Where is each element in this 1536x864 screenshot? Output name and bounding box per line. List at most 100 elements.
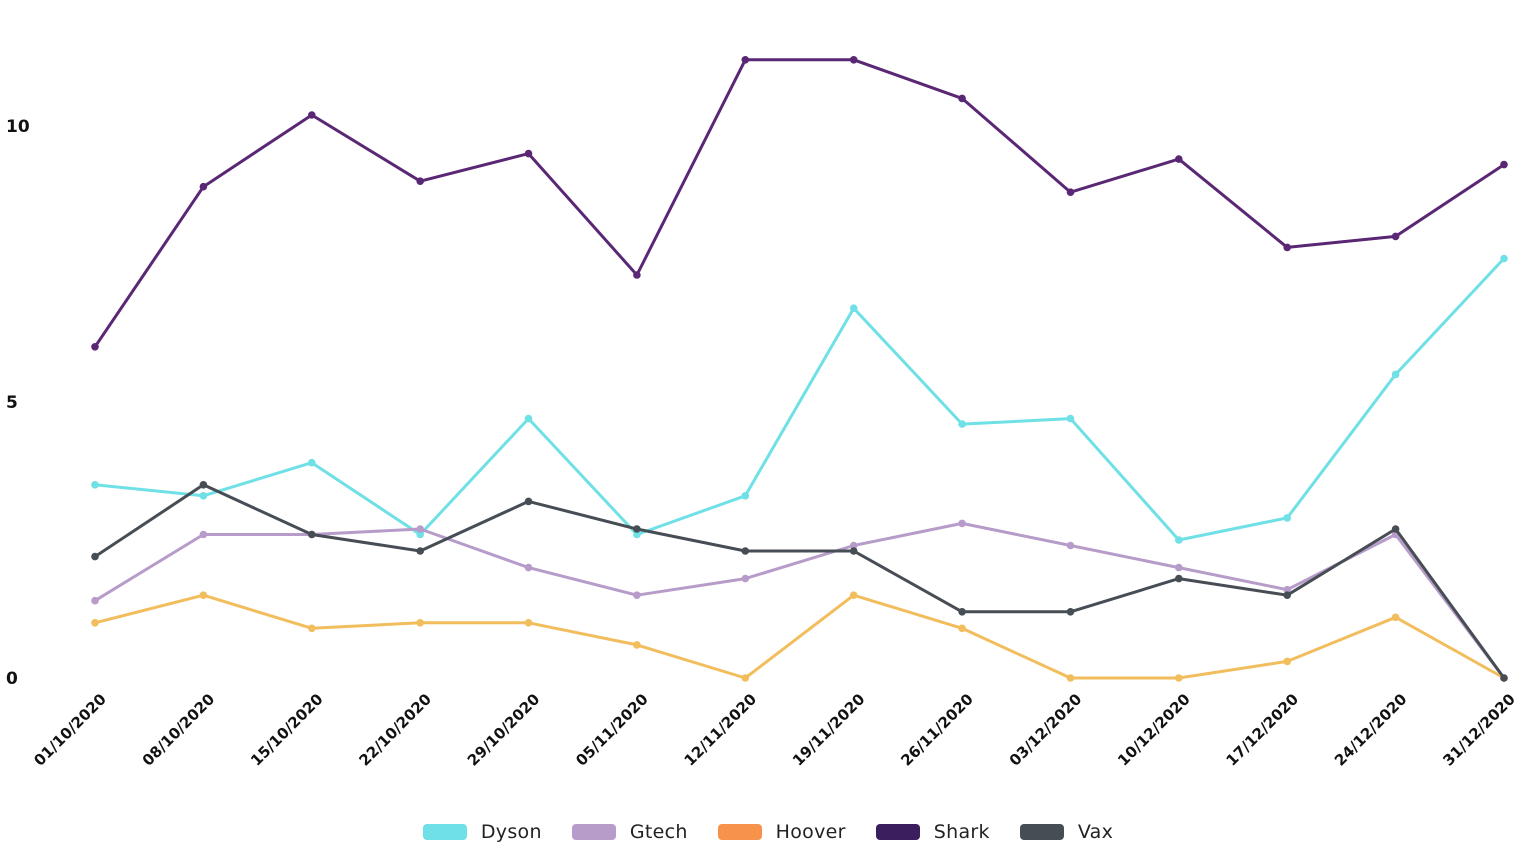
data-point-vax-11[interactable] [1283,591,1291,599]
data-point-gtech-4[interactable] [524,563,533,572]
data-point-dyson-10[interactable] [1175,536,1183,544]
data-point-gtech-3[interactable] [416,525,425,533]
data-point-dyson-11[interactable] [1283,514,1291,522]
data-point-vax-13[interactable] [1500,674,1508,682]
legend-swatch-vax [1019,824,1064,840]
data-point-vax-0[interactable] [91,552,99,561]
x-tick-label-3: 22/10/2020 [355,690,435,770]
data-point-vax-7[interactable] [849,547,858,555]
data-point-dyson-5[interactable] [633,530,641,539]
data-point-hoover-3[interactable] [416,619,425,627]
data-point-hoover-5[interactable] [633,641,641,649]
data-point-hoover-1[interactable] [199,591,208,599]
x-tick-label-8: 26/11/2020 [897,690,977,770]
data-point-dyson-13[interactable] [1500,254,1508,263]
x-tick-label-0: 01/10/2020 [30,690,110,770]
data-point-shark-4[interactable] [524,149,533,158]
data-point-hoover-2[interactable] [308,624,316,633]
series-shark [91,56,1508,351]
data-point-vax-12[interactable] [1391,525,1400,533]
series-gtech [91,519,1508,682]
series-line-hoover[interactable] [93,593,1506,680]
data-point-hoover-12[interactable] [1391,613,1400,622]
y-tick-label-5: 5 [6,393,18,413]
data-point-gtech-0[interactable] [91,596,99,605]
legend-swatch-dyson [422,824,467,840]
legend-item-gtech[interactable]: Gtech [571,821,688,843]
x-tick-label-7: 19/11/2020 [789,690,869,770]
legend-swatch-shark [875,824,920,840]
data-point-gtech-10[interactable] [1175,563,1183,572]
x-tick-label-1: 08/10/2020 [139,690,219,770]
data-point-hoover-10[interactable] [1175,674,1183,682]
data-point-shark-6[interactable] [741,56,750,64]
legend-item-shark[interactable]: Shark [875,821,990,843]
x-axis-ticks: 01/10/2020 08/10/2020 15/10/2020 22/10/2020… [30,690,1519,770]
data-point-dyson-6[interactable] [741,492,750,500]
data-point-dyson-12[interactable] [1391,370,1400,379]
x-tick-label-11: 17/12/2020 [1223,690,1303,770]
data-point-shark-10[interactable] [1175,155,1183,163]
data-point-dyson-9[interactable] [1066,414,1075,423]
data-point-shark-3[interactable] [416,177,425,185]
data-point-shark-11[interactable] [1283,243,1291,252]
data-point-vax-8[interactable] [958,608,966,616]
data-point-shark-8[interactable] [958,94,966,103]
data-point-vax-5[interactable] [633,525,641,533]
data-point-gtech-1[interactable] [199,530,208,539]
data-point-hoover-11[interactable] [1283,657,1291,666]
data-point-hoover-8[interactable] [958,624,966,633]
data-point-gtech-8[interactable] [958,519,966,528]
data-point-dyson-3[interactable] [416,530,425,539]
data-point-dyson-8[interactable] [958,420,966,428]
data-point-gtech-5[interactable] [633,591,641,599]
data-point-shark-9[interactable] [1066,188,1075,196]
data-point-shark-7[interactable] [849,56,858,64]
data-point-gtech-11[interactable] [1283,585,1291,594]
series-line-vax[interactable] [93,483,1506,680]
data-point-shark-0[interactable] [91,343,99,351]
data-point-vax-10[interactable] [1175,574,1183,583]
legend-item-vax[interactable]: Vax [1019,821,1113,843]
data-point-hoover-6[interactable] [741,674,750,682]
data-point-gtech-7[interactable] [849,541,858,550]
legend-item-hoover[interactable]: Hoover [717,821,846,843]
series-vax [91,481,1508,682]
x-tick-label-10: 10/12/2020 [1114,690,1194,770]
legend-item-dyson[interactable]: Dyson [422,821,542,843]
data-point-shark-2[interactable] [308,111,316,119]
x-tick-label-13: 31/12/2020 [1439,690,1519,770]
data-point-shark-12[interactable] [1391,232,1400,241]
series-line-gtech[interactable] [93,521,1506,680]
data-point-dyson-1[interactable] [199,492,208,500]
data-point-vax-9[interactable] [1066,608,1075,616]
x-tick-label-9: 03/12/2020 [1006,690,1086,770]
x-tick-label-2: 15/10/2020 [247,690,327,770]
data-point-dyson-2[interactable] [308,458,316,467]
data-point-dyson-7[interactable] [849,304,858,313]
data-point-vax-6[interactable] [741,547,750,555]
data-point-hoover-9[interactable] [1066,674,1075,682]
data-point-shark-1[interactable] [199,182,208,191]
legend-swatch-gtech [571,824,616,840]
data-point-shark-5[interactable] [633,271,641,279]
data-point-shark-13[interactable] [1500,160,1508,169]
data-point-vax-3[interactable] [416,547,425,555]
data-point-vax-2[interactable] [308,530,316,539]
data-point-hoover-4[interactable] [524,619,533,627]
series-line-dyson[interactable] [93,257,1506,542]
data-point-gtech-6[interactable] [741,574,750,583]
data-point-hoover-0[interactable] [91,619,99,627]
series-line-shark[interactable] [93,58,1506,349]
series-layer [91,56,1508,682]
data-point-gtech-9[interactable] [1066,541,1075,550]
data-point-dyson-4[interactable] [524,414,533,423]
data-point-vax-4[interactable] [524,497,533,506]
x-tick-label-12: 24/12/2020 [1331,690,1411,770]
data-point-vax-1[interactable] [199,481,208,489]
x-tick-label-6: 12/11/2020 [681,690,761,770]
legend-label-gtech: Gtech [629,821,688,843]
data-point-hoover-7[interactable] [849,591,858,599]
data-point-dyson-0[interactable] [91,481,99,489]
